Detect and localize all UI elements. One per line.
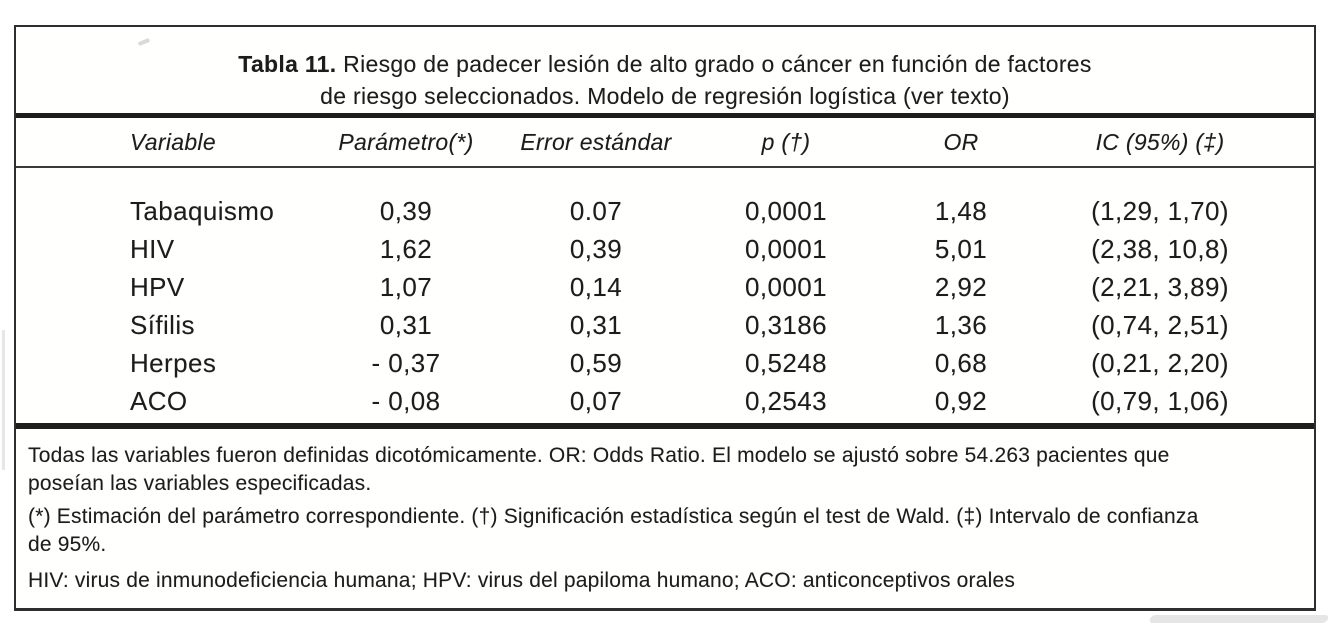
table-row: Sífilis 0,31 0,31 0,3186 1,36 (0,74, 2,5… — [16, 306, 1314, 344]
cell-error: 0,31 — [569, 309, 623, 340]
cell-error: 0,14 — [569, 271, 623, 302]
table-body: Tabaquismo 0,39 0.07 0,0001 1,48 (1,29, … — [16, 168, 1314, 423]
cell-parametro: 1,07 — [379, 271, 433, 302]
table-title-line2: de riesgo seleccionados. Modelo de regre… — [320, 83, 1010, 109]
table-row: Tabaquismo 0,39 0.07 0,0001 1,48 (1,29, … — [16, 192, 1314, 230]
table-title-line1: Tabla 11. Riesgo de padecer lesión de al… — [16, 48, 1314, 80]
table-title: Tabla 11. Riesgo de padecer lesión de al… — [16, 27, 1314, 113]
thick-divider-bottom — [16, 423, 1314, 429]
cell-p: 0,3186 — [745, 309, 827, 340]
column-header-error: Error estándar — [520, 128, 672, 155]
cell-ic: (0,74, 2,51) — [1091, 309, 1229, 340]
footnote-definitions: Todas las variables fueron definidas dic… — [28, 444, 1170, 495]
cell-ic: (0,79, 1,06) — [1091, 385, 1229, 416]
cell-parametro: - 0,08 — [371, 385, 441, 416]
table-row: ACO - 0,08 0,07 0,2543 0,92 (0,79, 1,06) — [16, 382, 1314, 420]
table-header-row: Variable Parámetro(*) Error estándar p (… — [16, 118, 1314, 166]
cell-error: 0,59 — [569, 347, 623, 378]
cell-p: 0,2543 — [745, 385, 827, 416]
cell-p: 0,0001 — [745, 195, 827, 226]
column-header-variable: Variable — [130, 128, 216, 155]
table-row: HPV 1,07 0,14 0,0001 2,92 (2,21, 3,89) — [16, 268, 1314, 306]
cell-parametro: 0,39 — [379, 195, 433, 226]
table-title-text: Riesgo de padecer lesión de alto grado o… — [336, 51, 1092, 77]
cell-variable: ACO — [130, 385, 188, 416]
cell-p: 0,0001 — [745, 233, 827, 264]
cell-error: 0,39 — [569, 233, 623, 264]
cell-variable: HIV — [130, 233, 175, 264]
cell-or: 1,48 — [934, 195, 988, 226]
column-header-p: p (†) — [761, 128, 811, 155]
table-number: Tabla 11. — [238, 51, 337, 77]
cell-p: 0,5248 — [745, 347, 827, 378]
cell-variable: HPV — [130, 271, 185, 302]
cell-or: 5,01 — [934, 233, 988, 264]
cell-ic: (0,21, 2,20) — [1091, 347, 1229, 378]
cell-variable: Tabaquismo — [130, 195, 275, 226]
scan-artifact — [1148, 615, 1330, 623]
cell-ic: (1,29, 1,70) — [1091, 195, 1229, 226]
table-row: HIV 1,62 0,39 0,0001 5,01 (2,38, 10,8) — [16, 230, 1314, 268]
column-header-or: OR — [943, 128, 979, 155]
footnote-symbols: (*) Estimación del parámetro correspondi… — [28, 505, 1199, 556]
column-header-parametro: Parámetro(*) — [338, 128, 474, 155]
cell-ic: (2,38, 10,8) — [1091, 233, 1229, 264]
cell-or: 0,92 — [934, 385, 988, 416]
thin-divider-header — [16, 166, 1314, 168]
column-header-ic: IC (95%) (‡) — [1095, 128, 1225, 155]
cell-or: 2,92 — [934, 271, 988, 302]
cell-or: 0,68 — [934, 347, 988, 378]
cell-or: 1,36 — [934, 309, 988, 340]
scan-artifact — [2, 330, 5, 470]
cell-ic: (2,21, 3,89) — [1091, 271, 1229, 302]
table-row: Herpes - 0,37 0,59 0,5248 0,68 (0,21, 2,… — [16, 344, 1314, 382]
cell-variable: Herpes — [130, 347, 217, 378]
cell-variable: Sífilis — [130, 309, 195, 340]
table-frame: Tabla 11. Riesgo de padecer lesión de al… — [14, 25, 1316, 611]
cell-p: 0,0001 — [745, 271, 827, 302]
cell-parametro: 0,31 — [379, 309, 433, 340]
footnotes: Todas las variables fueron definidas dic… — [16, 429, 1314, 608]
cell-parametro: - 0,37 — [371, 347, 441, 378]
cell-error: 0.07 — [569, 195, 623, 226]
cell-error: 0,07 — [569, 385, 623, 416]
cell-parametro: 1,62 — [379, 233, 433, 264]
thick-divider-top — [16, 113, 1314, 118]
footnote-abbreviations: HIV: virus de inmunodeficiencia humana; … — [28, 569, 1016, 592]
